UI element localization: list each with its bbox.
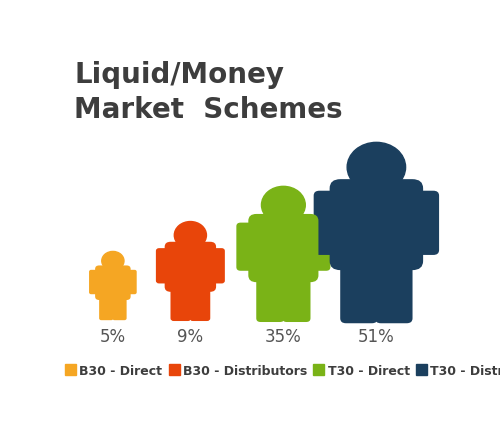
Legend: B30 - Direct, B30 - Distributors, T30 - Direct, T30 - Distributors: B30 - Direct, B30 - Distributors, T30 - … — [65, 365, 500, 378]
FancyBboxPatch shape — [314, 191, 344, 255]
FancyBboxPatch shape — [156, 248, 172, 283]
FancyBboxPatch shape — [89, 270, 101, 294]
FancyBboxPatch shape — [99, 293, 114, 320]
FancyBboxPatch shape — [102, 297, 124, 314]
FancyBboxPatch shape — [375, 251, 412, 323]
Bar — [363, 176, 390, 191]
FancyBboxPatch shape — [408, 191, 439, 255]
Bar — [183, 240, 198, 248]
FancyBboxPatch shape — [256, 268, 284, 322]
FancyBboxPatch shape — [208, 248, 225, 283]
Text: Liquid/Money
Market  Schemes: Liquid/Money Market Schemes — [74, 61, 343, 124]
Circle shape — [174, 222, 206, 249]
FancyBboxPatch shape — [176, 288, 206, 311]
FancyBboxPatch shape — [236, 223, 260, 271]
FancyBboxPatch shape — [248, 214, 318, 282]
Circle shape — [347, 143, 406, 192]
Circle shape — [262, 186, 306, 223]
FancyBboxPatch shape — [164, 242, 216, 292]
Text: 5%: 5% — [100, 328, 126, 346]
FancyBboxPatch shape — [340, 251, 378, 323]
Text: 9%: 9% — [178, 328, 204, 346]
FancyBboxPatch shape — [95, 265, 130, 300]
FancyBboxPatch shape — [170, 282, 191, 321]
Text: 35%: 35% — [265, 328, 302, 346]
FancyBboxPatch shape — [308, 223, 330, 271]
FancyBboxPatch shape — [263, 277, 304, 308]
Circle shape — [102, 251, 124, 270]
FancyBboxPatch shape — [330, 179, 423, 270]
FancyBboxPatch shape — [190, 282, 210, 321]
FancyBboxPatch shape — [350, 263, 403, 305]
FancyBboxPatch shape — [125, 270, 136, 294]
Bar — [274, 211, 293, 223]
FancyBboxPatch shape — [282, 268, 310, 322]
Bar — [108, 264, 118, 270]
FancyBboxPatch shape — [112, 293, 126, 320]
Text: 51%: 51% — [358, 328, 395, 346]
